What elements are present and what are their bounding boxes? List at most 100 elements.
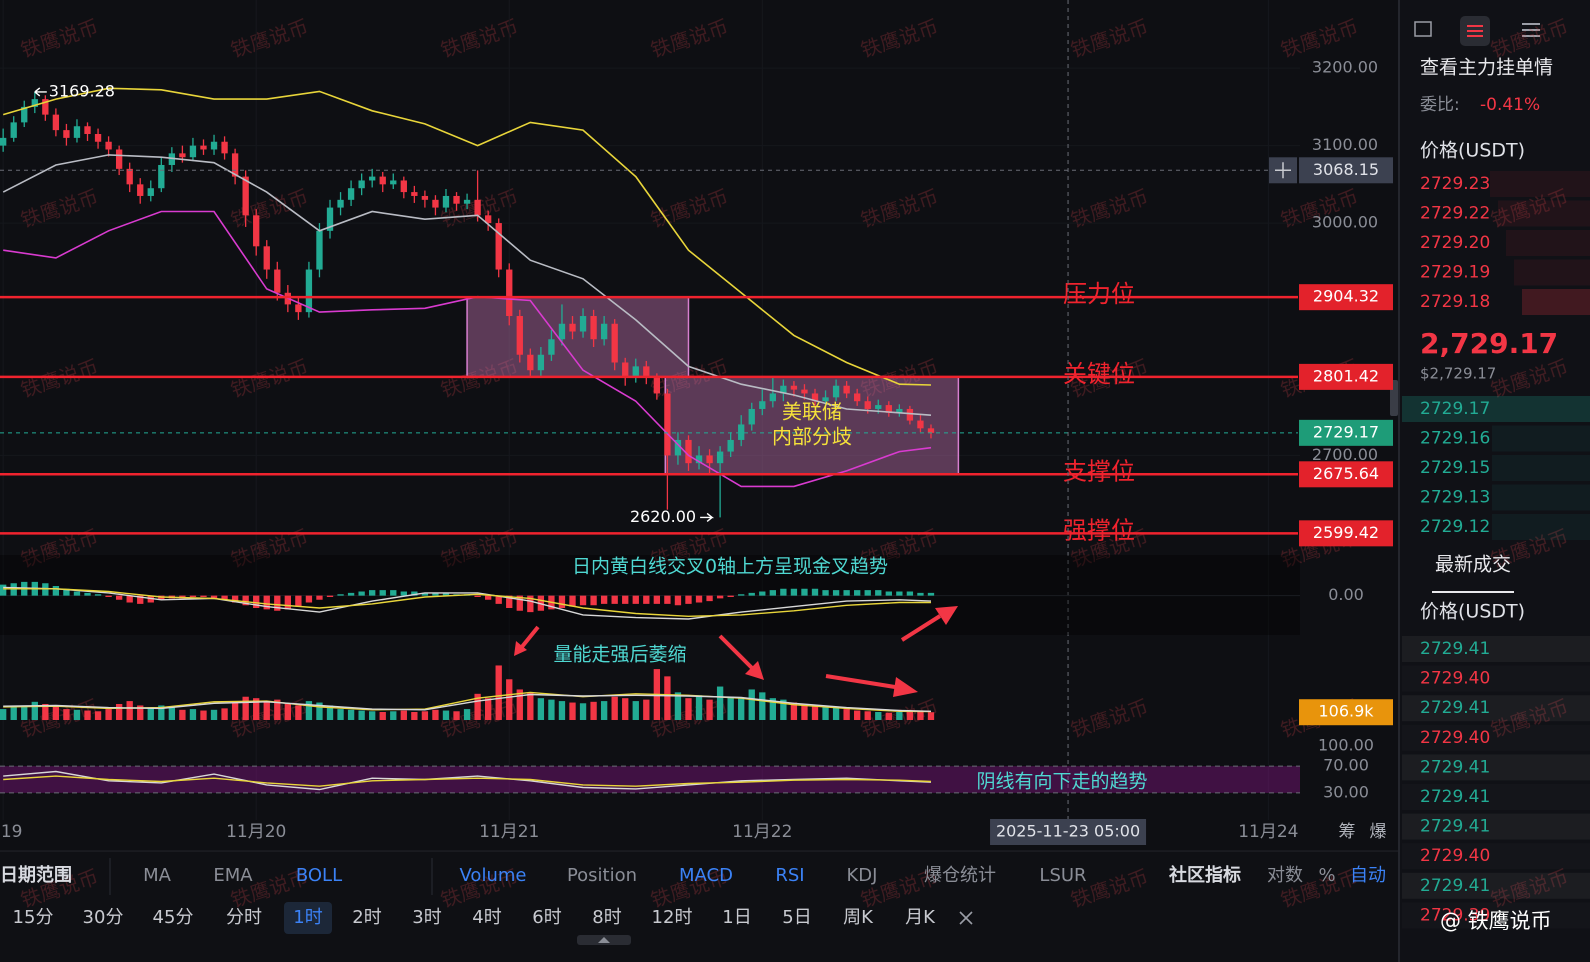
indicator-toggle[interactable]: %: [1318, 865, 1335, 886]
volume-bar: [337, 709, 344, 720]
close-icon[interactable]: [959, 911, 973, 925]
indicator-toggle[interactable]: 爆仓统计: [924, 865, 996, 886]
toolbar-bg: [0, 851, 1398, 962]
indicator-toggle[interactable]: 社区指标: [1169, 864, 1241, 886]
low-arrow: [700, 512, 715, 522]
indicator-toggle[interactable]: KDJ: [847, 865, 878, 886]
indicator-toggle[interactable]: Position: [567, 865, 637, 886]
candle-body: [653, 377, 661, 394]
rsi-tick-label: 30.00: [1323, 782, 1369, 801]
volume-bar: [432, 709, 439, 720]
candle-body: [727, 439, 734, 452]
candle-body: [632, 366, 639, 378]
volume-bar: [843, 709, 850, 720]
indicator-toggle[interactable]: Volume: [460, 865, 527, 886]
rsi-tick-label: 70.00: [1323, 756, 1369, 775]
bid-depth: [1492, 514, 1590, 540]
volume-bar: [738, 698, 745, 720]
candle-body: [210, 141, 218, 150]
volume-bar: [759, 692, 766, 720]
bid-price: 2729.15: [1420, 458, 1490, 478]
interval-button[interactable]: 15分: [13, 907, 54, 928]
volume-bar: [664, 676, 671, 720]
candle-body: [421, 195, 429, 200]
trade-row-bg: [1402, 754, 1590, 781]
indicator-toggle[interactable]: BOLL: [296, 865, 342, 886]
interval-button[interactable]: 8时: [592, 907, 621, 928]
volume-bar: [854, 710, 861, 720]
interval-button[interactable]: 周K: [843, 907, 874, 928]
indicator-toggle[interactable]: MACD: [679, 865, 733, 886]
interval-button[interactable]: 1日: [722, 907, 751, 928]
volume-bar: [474, 693, 481, 720]
volume-bar: [284, 704, 291, 720]
ask-price: 2729.23: [1420, 174, 1490, 194]
interval-button[interactable]: 30分: [83, 907, 124, 928]
volume-bar: [379, 712, 386, 720]
macd-note: 日内黄白线交叉0轴上方呈现金叉趋势: [572, 556, 888, 578]
level-tag: [1299, 284, 1393, 311]
macd-bar: [927, 592, 935, 596]
ask-price: 2729.22: [1420, 204, 1490, 224]
macd-bar: [474, 595, 481, 597]
bid-price: 2729.13: [1420, 488, 1490, 508]
candle-body: [179, 153, 186, 158]
volume-bar: [0, 709, 7, 720]
indicator-toggle[interactable]: 日期范围: [0, 864, 72, 886]
indicator-toggle[interactable]: 自动: [1350, 865, 1386, 886]
volume-bar: [558, 701, 566, 720]
trades-title[interactable]: 最新成交: [1435, 554, 1511, 576]
volume-ma: [3, 693, 932, 712]
interval-button[interactable]: 3时: [412, 907, 441, 928]
interval-button[interactable]: 45分: [153, 907, 194, 928]
axis-tool: 爆: [1370, 822, 1387, 842]
arrow-head: [893, 677, 918, 697]
trade-price: 2729.41: [1420, 757, 1490, 777]
trade-price: 2729.41: [1420, 787, 1490, 807]
ratio-value: -0.41%: [1480, 95, 1540, 115]
volume-bar: [579, 703, 587, 720]
candle-body: [63, 130, 70, 138]
interval-button[interactable]: 4时: [472, 907, 501, 928]
indicator-toggle[interactable]: RSI: [775, 865, 804, 886]
rsi-tick-label: 100.00: [1318, 736, 1374, 755]
macd-bar: [347, 592, 355, 596]
interval-button[interactable]: 1时: [293, 907, 322, 928]
candle-body: [906, 408, 914, 421]
level-tag-label: 2904.32: [1313, 287, 1379, 306]
volume-bar: [42, 704, 49, 720]
volume-bar: [358, 710, 365, 720]
indicator-toggle[interactable]: LSUR: [1039, 865, 1086, 886]
macd-bar: [126, 595, 133, 603]
interval-button[interactable]: 12时: [652, 907, 693, 928]
icon[interactable]: [1414, 21, 1432, 37]
indicator-toggle[interactable]: MA: [143, 865, 172, 886]
trade-price: 2729.41: [1420, 876, 1490, 896]
rsi-line: [3, 775, 932, 787]
volume-bar: [801, 704, 808, 720]
level-name: 支撑位: [1063, 457, 1135, 485]
macd-bar: [864, 590, 871, 596]
trade-row-bg: [1402, 636, 1590, 662]
macd-bar: [569, 595, 576, 607]
volume-bar: [411, 712, 418, 720]
macd-bar: [200, 595, 207, 597]
volume-bar: [400, 710, 407, 720]
indicator-toggle[interactable]: EMA: [213, 865, 253, 886]
volume-bar: [31, 701, 38, 720]
candle-body: [189, 145, 197, 158]
macd-bar: [643, 595, 650, 604]
interval-button[interactable]: 5日: [782, 907, 811, 928]
candle-body: [84, 126, 91, 134]
volume-bar: [369, 711, 376, 720]
interval-button[interactable]: 月K: [905, 907, 936, 928]
candle-body: [716, 451, 724, 464]
candle-body: [706, 455, 713, 464]
indicator-toggle[interactable]: 对数: [1267, 865, 1303, 886]
interval-button[interactable]: 6时: [532, 907, 561, 928]
interval-button[interactable]: 2时: [352, 907, 381, 928]
bid-depth: [1492, 484, 1590, 511]
icon[interactable]: [1522, 23, 1540, 37]
interval-button[interactable]: 分时: [226, 907, 262, 928]
ask-depth: [1522, 289, 1590, 315]
